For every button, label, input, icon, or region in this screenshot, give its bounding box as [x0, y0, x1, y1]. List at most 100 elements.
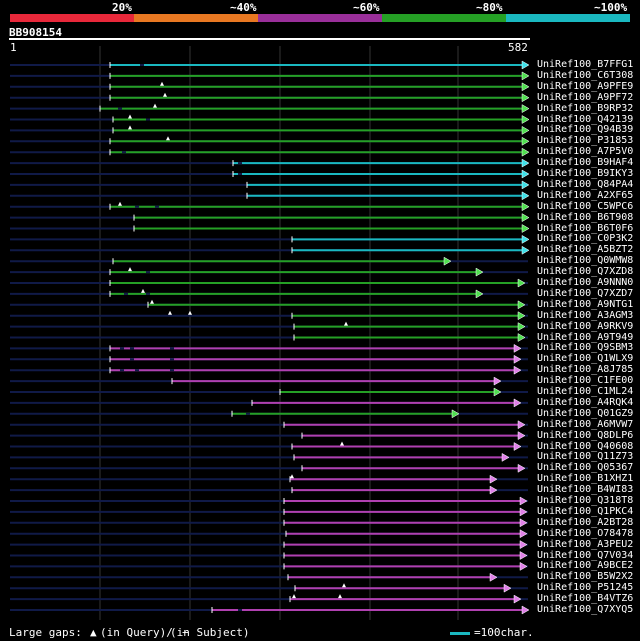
hit-label[interactable]: UniRef100_B6T0F6: [537, 222, 634, 234]
hit-label[interactable]: UniRef100_Q40608: [537, 440, 634, 452]
hit-arrow-icon: [513, 442, 522, 451]
hit-label[interactable]: UniRef100_A4RQK4: [537, 396, 634, 408]
hit-arrow-icon: [519, 518, 528, 528]
query-gap-triangle-icon: [188, 310, 192, 315]
hit-label[interactable]: UniRef100_Q7V034: [537, 549, 634, 561]
hit-arrow-icon: [501, 452, 510, 462]
hit-label[interactable]: UniRef100_O78478: [537, 527, 634, 539]
query-gap-triangle-icon: [128, 267, 132, 272]
hit-label[interactable]: UniRef100_A5BZT2: [537, 244, 634, 256]
hit-label[interactable]: UniRef100_Q1PKC4: [537, 505, 634, 517]
hit-label[interactable]: UniRef100_B7FFG1: [537, 59, 634, 70]
hit-label[interactable]: UniRef100_A9PF72: [537, 91, 634, 103]
hit-label[interactable]: UniRef100_A9BCE2: [537, 560, 634, 572]
query-gap-triangle-icon: [128, 125, 132, 130]
hit-label[interactable]: UniRef100_Q9SBM3: [537, 342, 634, 354]
hit-arrow-icon: [517, 431, 526, 441]
identity-segment-cyan: [506, 14, 630, 22]
hit-label[interactable]: UniRef100_Q8DLP6: [537, 429, 634, 441]
query-gap-triangle-icon: [141, 288, 145, 293]
hit-label[interactable]: UniRef100_Q7XYQ5: [537, 604, 634, 615]
hit-arrow-icon: [517, 420, 526, 430]
footer-large-gaps-label: Large gaps:: [9, 626, 82, 639]
hit-label[interactable]: UniRef100_P51245: [537, 582, 634, 594]
hit-label[interactable]: UniRef100_C5WPC6: [537, 200, 634, 212]
hit-label[interactable]: UniRef100_C1ML24: [537, 386, 634, 397]
hit-arrow-icon: [519, 540, 528, 550]
hit-arrow-icon: [503, 583, 512, 593]
hit-arrow-icon: [521, 82, 530, 92]
identity-segment-red: [10, 14, 134, 22]
hit-label[interactable]: UniRef100_Q7XZD8: [537, 266, 634, 278]
query-gap-triangle-icon: [118, 201, 122, 206]
hit-label[interactable]: UniRef100_B5W2X2: [537, 571, 634, 583]
hit-label[interactable]: UniRef100_A9T949: [537, 331, 634, 343]
hit-arrow-icon: [521, 605, 530, 615]
query-gap-triangle-icon: [340, 441, 344, 446]
hit-label[interactable]: UniRef100_A9RKV9: [537, 320, 634, 332]
query-id: BB908154: [9, 26, 62, 39]
hit-label[interactable]: UniRef100_A2XF65: [537, 189, 634, 201]
footer-scale-label: =100char.: [474, 626, 534, 639]
hit-label[interactable]: UniRef100_A9NNN0: [537, 277, 634, 288]
hit-label[interactable]: UniRef100_Q84PA4: [537, 178, 634, 190]
hit-label[interactable]: UniRef100_Q05367: [537, 462, 634, 474]
hit-label[interactable]: UniRef100_A7P5V0: [537, 146, 634, 158]
hit-label[interactable]: UniRef100_Q318T8: [537, 495, 634, 506]
hit-arrow-icon: [521, 115, 530, 124]
hit-label[interactable]: UniRef100_Q42139: [537, 113, 634, 125]
hit-label[interactable]: UniRef100_Q11Z73: [537, 451, 634, 463]
query-gap-triangle-icon: [166, 136, 170, 141]
hit-label[interactable]: UniRef100_B1XHZ1: [537, 473, 634, 485]
query-gap-triangle-icon: [292, 594, 296, 599]
hit-arrow-icon: [513, 354, 522, 364]
hit-arrow-icon: [519, 529, 528, 539]
hit-label[interactable]: UniRef100_C1FE00: [537, 375, 634, 387]
hit-label[interactable]: UniRef100_B9RP32: [537, 102, 634, 114]
query-gap-triangle-icon: [153, 103, 157, 108]
identity-label-80: ~80%: [476, 1, 503, 14]
footer-subject-marker-icon: −: [182, 626, 189, 639]
hit-arrow-icon: [521, 147, 530, 157]
hit-label[interactable]: UniRef100_Q1WLX9: [537, 353, 634, 365]
hit-label[interactable]: UniRef100_A6MVW7: [537, 418, 634, 430]
hit-label[interactable]: UniRef100_A3AGM3: [537, 309, 634, 321]
hit-arrow-icon: [521, 125, 530, 135]
hit-label[interactable]: UniRef100_A9PFE9: [537, 80, 634, 92]
identity-segment-green: [382, 14, 506, 22]
identity-label-40: ~40%: [230, 1, 257, 14]
hit-arrow-icon: [519, 496, 528, 506]
query-gap-triangle-icon: [342, 583, 346, 588]
hit-label[interactable]: UniRef100_Q01GZ9: [537, 407, 634, 419]
hit-arrow-icon: [521, 180, 530, 190]
hit-label[interactable]: UniRef100_Q94B39: [537, 124, 634, 136]
hit-label[interactable]: UniRef100_B4WI83: [537, 484, 634, 496]
footer-query-marker-icon: ▲: [90, 626, 97, 639]
hit-arrow-icon: [521, 224, 530, 233]
hit-arrow-icon: [493, 376, 502, 386]
hit-label[interactable]: UniRef100_P31853: [537, 135, 634, 147]
hit-label[interactable]: UniRef100_B6T908: [537, 211, 634, 223]
hit-label[interactable]: UniRef100_B9HAF4: [537, 157, 634, 169]
hit-arrow-icon: [517, 278, 526, 288]
hit-label[interactable]: UniRef100_A3PEU2: [537, 538, 634, 550]
query-gap-triangle-icon: [290, 474, 294, 479]
hit-label[interactable]: UniRef100_A9NTG1: [537, 298, 634, 310]
hit-label[interactable]: UniRef100_A8J785: [537, 364, 634, 376]
hit-arrow-icon: [521, 60, 530, 70]
hit-label[interactable]: UniRef100_C6T308: [537, 69, 634, 81]
hit-label[interactable]: UniRef100_B9IKY3: [537, 168, 634, 179]
hit-arrow-icon: [521, 71, 530, 81]
query-gap-triangle-icon: [168, 310, 172, 315]
footer-scale-bar: [450, 632, 470, 635]
hit-label[interactable]: UniRef100_Q0WMW8: [537, 255, 634, 267]
hit-label[interactable]: UniRef100_C0P3K2: [537, 233, 634, 245]
hit-label[interactable]: UniRef100_B4VTZ6: [537, 593, 634, 605]
hit-arrow-icon: [521, 169, 530, 179]
scale-end-label: 582: [508, 41, 528, 54]
hit-label[interactable]: UniRef100_Q7XZD7: [537, 287, 634, 299]
identity-segment-purple: [258, 14, 382, 22]
hit-label[interactable]: UniRef100_A2BT28: [537, 516, 634, 528]
hit-arrow-icon: [517, 463, 526, 473]
